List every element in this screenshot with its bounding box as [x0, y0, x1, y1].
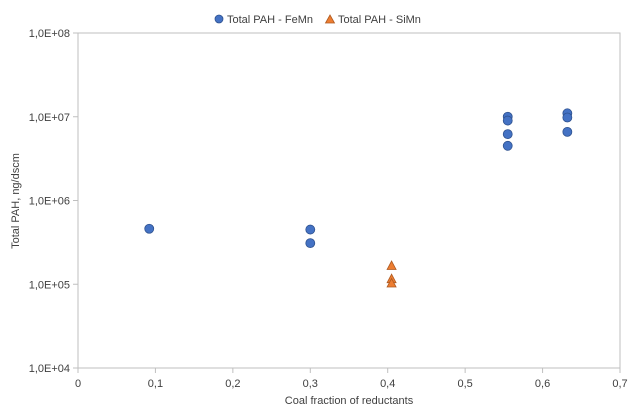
x-tick-label: 0,2: [225, 378, 240, 390]
x-tick-label: 0,3: [303, 378, 318, 390]
femn-data-point: [502, 115, 513, 126]
x-tick-label: 0,6: [535, 378, 550, 390]
x-tick-label: 0,7: [612, 378, 627, 390]
data-points: [144, 108, 573, 288]
y-tick-label: 1,0E+05: [29, 279, 70, 291]
y-tick-label: 1,0E+04: [29, 363, 70, 375]
x-tick-label: 0: [75, 378, 81, 390]
simn-data-point: [386, 260, 397, 270]
x-tick-label: 0,5: [457, 378, 472, 390]
femn-data-point: [502, 140, 513, 151]
femn-data-point: [562, 126, 573, 137]
y-axis-ticks: 1,0E+04 1,0E+05 1,0E+06 1,0E+07 1,0E+08: [29, 28, 78, 375]
femn-data-point: [144, 223, 155, 234]
chart-legend: Total PAH - FeMn Total PAH - SiMn: [214, 14, 421, 26]
y-axis-title: Total PAH, ng/dscm: [10, 153, 22, 249]
femn-data-point: [562, 112, 573, 123]
x-tick-label: 0,4: [380, 378, 395, 390]
plot-frame: [77, 32, 621, 369]
legend-label-femn: Total PAH - FeMn: [227, 14, 313, 26]
femn-data-point: [502, 129, 513, 140]
y-tick-label: 1,0E+08: [29, 28, 70, 40]
simn-data-point: [386, 277, 397, 288]
x-axis-ticks: 0 0,1 0,2 0,3 0,4 0,5 0,6 0,7: [75, 368, 628, 390]
x-axis-title: Coal fraction of reductants: [285, 395, 414, 407]
x-tick-label: 0,1: [148, 378, 163, 390]
femn-data-point: [305, 224, 316, 235]
y-tick-label: 1,0E+07: [29, 112, 70, 124]
femn-data-point: [305, 238, 316, 248]
legend-marker-simn: [324, 14, 336, 24]
y-tick-label: 1,0E+06: [29, 196, 70, 208]
legend-marker-femn: [214, 14, 224, 24]
legend-label-simn: Total PAH - SiMn: [338, 14, 421, 26]
plot-area-border: [77, 32, 621, 369]
